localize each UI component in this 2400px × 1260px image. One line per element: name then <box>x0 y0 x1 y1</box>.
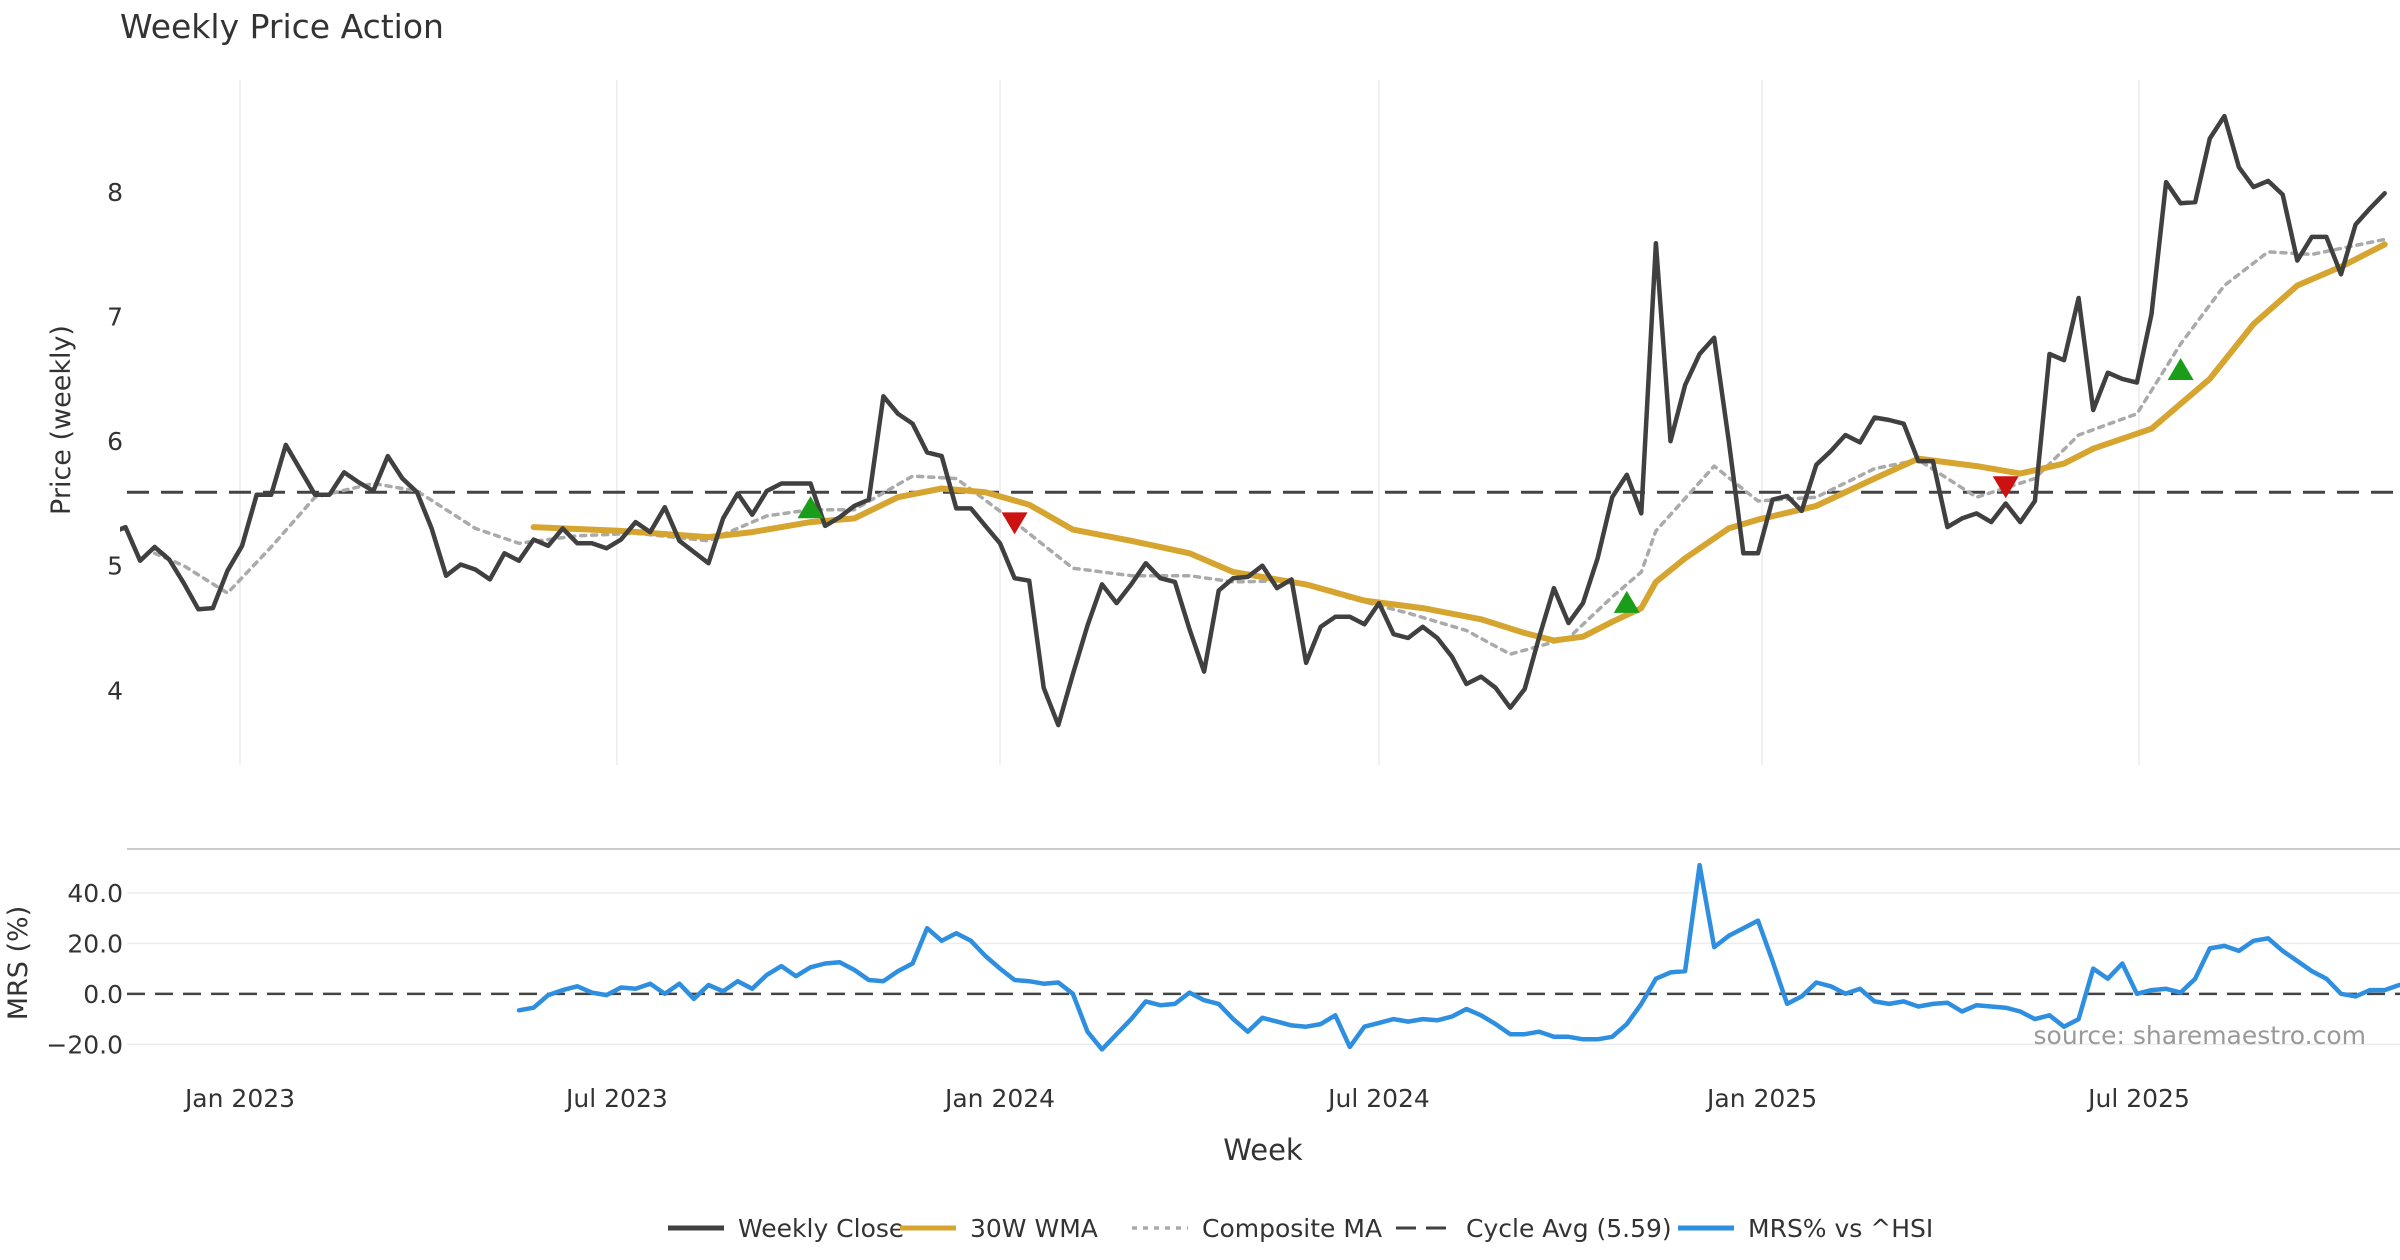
price-y-tick-label: 4 <box>107 676 123 705</box>
x-tick-label: Jan 2025 <box>1705 1084 1817 1113</box>
mrs-y-tick-label: 20.0 <box>67 929 123 958</box>
x-tick-label: Jan 2023 <box>183 1084 295 1113</box>
series-line-mrs-vs-hsi <box>516 862 2400 1052</box>
x-axis-label: Week <box>1223 1133 1303 1167</box>
legend-label: Weekly Close <box>738 1214 904 1243</box>
buy-signal-marker <box>797 496 824 519</box>
legend-label: 30W WMA <box>970 1214 1098 1243</box>
buy-signal-marker <box>1613 590 1640 613</box>
mrs-y-tick-label: −20.0 <box>46 1030 123 1059</box>
legend-label: Cycle Avg (5.59) <box>1466 1214 1672 1243</box>
legend-label: Composite MA <box>1202 1214 1382 1243</box>
x-ticks: Jan 2023 Jul 2023 Jan 2024 Jul 2024 Jan 2025… <box>183 1084 2190 1113</box>
buy-signal-marker <box>2167 357 2194 380</box>
legend-label: MRS% vs ^HSI <box>1748 1214 1933 1243</box>
mrs-series <box>516 862 2400 1052</box>
mrs-y-tick-label: 0.0 <box>83 980 123 1009</box>
series-line-weekly-close <box>120 113 2387 728</box>
series-line-30w-wma <box>530 241 2388 644</box>
sell-signal-marker <box>1992 476 2019 499</box>
x-tick-label: Jul 2023 <box>564 1084 668 1113</box>
watermark: source: sharemaestro.com <box>2034 1021 2367 1050</box>
sell-signal-marker <box>1001 512 1028 535</box>
signal-markers <box>797 357 2194 613</box>
mrs-y-tick-label: 40.0 <box>67 879 123 908</box>
chart-title: Weekly Price Action <box>120 7 444 46</box>
grid-layer <box>127 80 2400 1046</box>
price-y-tick-label: 5 <box>107 552 123 581</box>
mrs-axis-label: MRS (%) <box>3 906 34 1021</box>
price-y-tick-label: 6 <box>107 427 123 456</box>
mrs-y-ticks: −20.0 0.0 20.0 40.0 <box>46 879 123 1059</box>
x-tick-label: Jul 2024 <box>1326 1084 1430 1113</box>
x-tick-label: Jul 2025 <box>2086 1084 2190 1113</box>
price-y-ticks: 4 5 6 7 8 <box>107 178 123 705</box>
price-series <box>120 113 2388 728</box>
series-line-composite-ma <box>152 237 2387 656</box>
reference-lines <box>127 490 2400 996</box>
x-tick-label: Jan 2024 <box>943 1084 1055 1113</box>
price-y-tick-label: 8 <box>107 178 123 207</box>
price-axis-label: Price (weekly) <box>46 325 77 515</box>
price-y-tick-label: 7 <box>107 303 123 332</box>
legend: Weekly Close 30W WMA Composite MA Cycle Avg… <box>668 1214 1933 1243</box>
